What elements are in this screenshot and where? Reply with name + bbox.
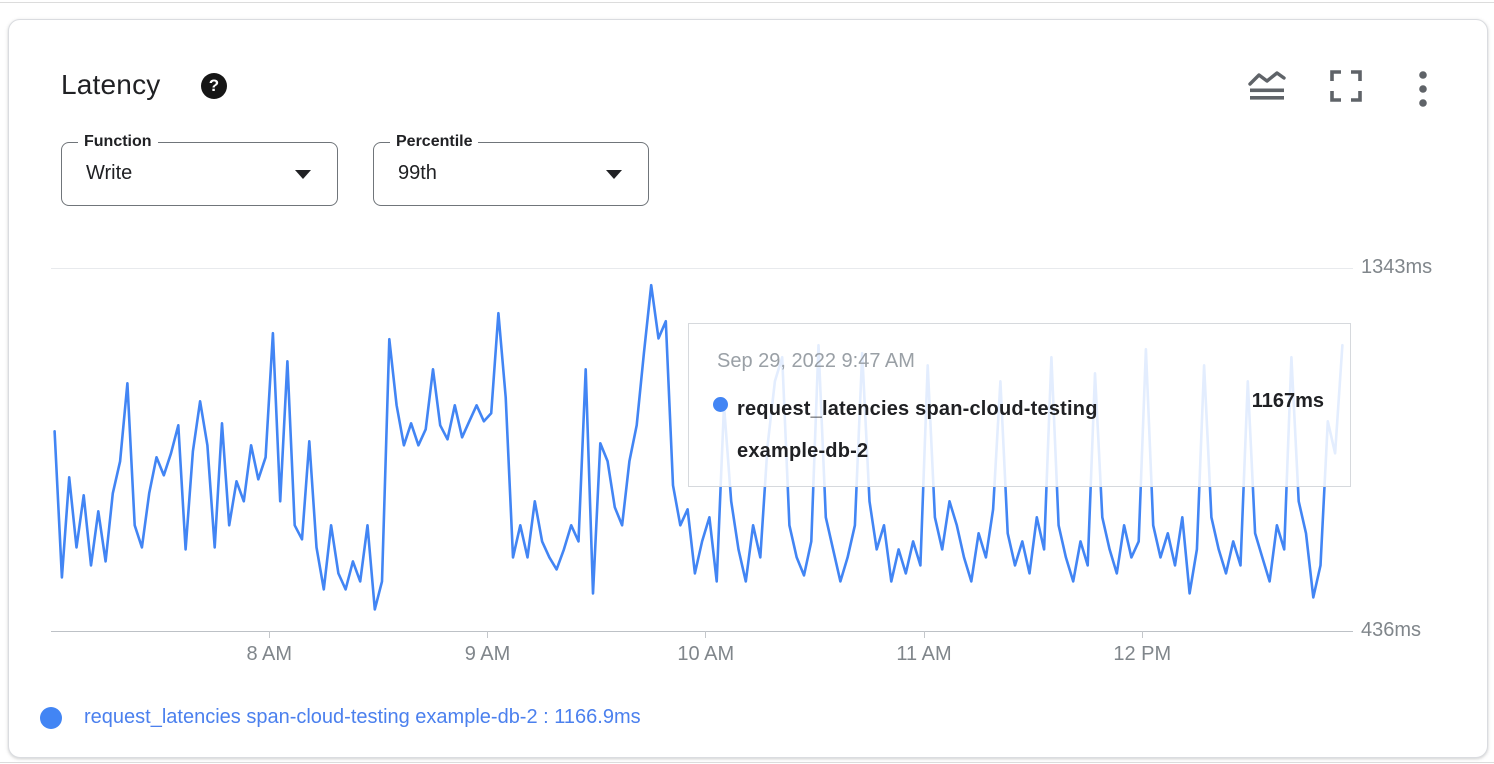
chevron-down-icon [606, 170, 622, 179]
more-options-icon[interactable] [1416, 69, 1430, 118]
function-select[interactable]: Function Write [61, 133, 338, 206]
x-axis-line [51, 631, 1353, 632]
function-select-value: Write [86, 162, 133, 184]
tooltip-series-name: request_latencies span-cloud-testing exa… [737, 398, 1098, 462]
x-axis-label: 11 AM [896, 643, 952, 665]
x-axis-tick [1141, 631, 1143, 638]
chevron-down-icon [295, 170, 311, 179]
latency-widget-card: Latency ? Function Write Percentile [8, 19, 1488, 758]
percentile-select-value: 99th [398, 162, 437, 184]
percentile-select-label: Percentile [390, 133, 479, 151]
tooltip-timestamp: Sep 29, 2022 9:47 AM [717, 350, 915, 372]
page-bottom-divider [0, 762, 1494, 763]
latency-series-line [53, 283, 1344, 611]
tooltip-value: 1167ms [1251, 390, 1324, 412]
x-axis-tick [705, 631, 707, 638]
page-top-divider [0, 2, 1494, 3]
legend-toggle-icon[interactable] [1248, 69, 1286, 108]
legend-dot-icon [40, 706, 62, 729]
widget-title: Latency [61, 69, 161, 100]
help-icon-glyph: ? [208, 76, 220, 95]
legend-label: request_latencies span-cloud-testing exa… [84, 706, 641, 728]
x-axis-tick [487, 631, 489, 638]
x-axis-tick [268, 631, 270, 638]
series-dot-icon [713, 397, 728, 412]
top-gridline [51, 268, 1353, 269]
help-icon[interactable]: ? [201, 73, 227, 99]
chart-wave-lines-glyph [1248, 71, 1286, 100]
x-axis-tick [923, 631, 925, 638]
x-axis-label: 12 PM [1113, 643, 1172, 665]
latency-line-svg[interactable] [51, 268, 1346, 631]
fullscreen-icon[interactable] [1330, 70, 1362, 107]
corner-brackets-glyph [1330, 70, 1362, 102]
x-axis-label: 10 AM [677, 643, 735, 665]
y-axis-label-min: 436ms [1361, 619, 1422, 641]
x-axis-label: 9 AM [464, 643, 511, 665]
y-axis-label-max: 1343ms [1361, 256, 1433, 278]
kebab-vertical-dots-glyph [1419, 71, 1427, 107]
legend-item[interactable]: request_latencies span-cloud-testing exa… [40, 706, 641, 729]
percentile-select[interactable]: Percentile 99th [373, 133, 649, 206]
chart-tooltip: Sep 29, 2022 9:47 AM request_latencies s… [688, 323, 1351, 487]
x-axis-label: 8 AM [246, 643, 293, 665]
function-select-label: Function [78, 133, 158, 151]
